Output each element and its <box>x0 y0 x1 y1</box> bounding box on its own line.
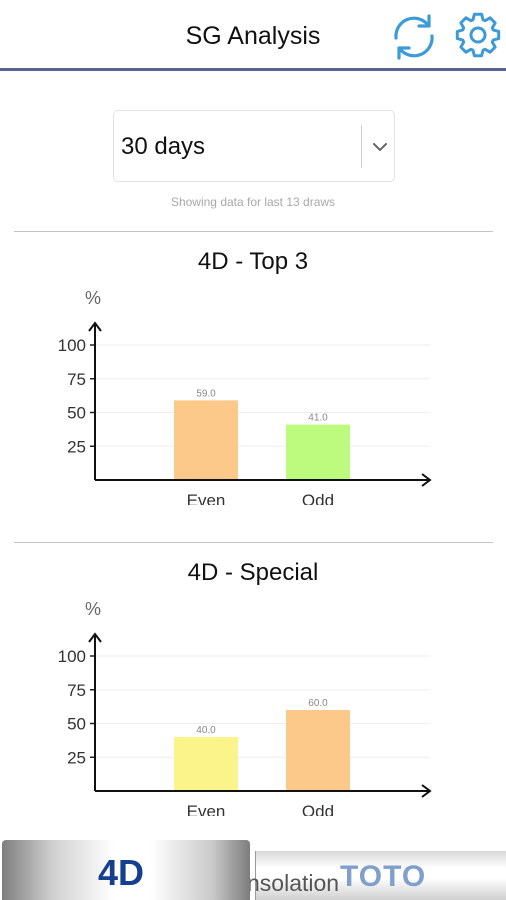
bar-value-label: 40.0 <box>196 725 216 736</box>
y-tick-label: 75 <box>67 370 86 389</box>
chevron-down-icon <box>373 143 387 151</box>
refresh-icon <box>394 14 434 60</box>
refresh-button[interactable] <box>388 11 440 63</box>
x-tick-label: Even <box>187 802 226 816</box>
tab-toto-label: TOTO <box>340 860 427 893</box>
bar-value-label: 60.0 <box>308 698 328 709</box>
y-tick-label: 25 <box>67 748 86 767</box>
page-title: SG Analysis <box>185 22 321 50</box>
section-divider <box>14 231 493 232</box>
tab-4d[interactable]: 4D <box>2 840 250 900</box>
app-header: SG Analysis <box>0 0 506 71</box>
bar-value-label: 59.0 <box>196 388 216 399</box>
special-bar-chart: 25 50 75 100% 40.0 Even 60.0 Odd <box>58 599 432 816</box>
bar-odd <box>286 424 350 480</box>
select-divider <box>361 125 362 168</box>
x-tick-label: Odd <box>302 491 334 505</box>
y-axis-label: % <box>85 288 101 308</box>
y-axis-label: % <box>85 599 101 619</box>
y-tick-label: 75 <box>67 681 86 700</box>
y-tick-label: 100 <box>58 336 86 355</box>
bar-odd <box>286 710 350 791</box>
section-divider <box>14 542 493 543</box>
gear-icon <box>455 12 501 58</box>
x-axis-arrow <box>421 784 432 798</box>
bar-even <box>174 737 238 791</box>
period-select-value: 30 days <box>121 133 206 160</box>
settings-button[interactable] <box>452 9 504 61</box>
top3-bar-chart: 25 50 75 100% 59.0 Even 41.0 Odd <box>58 288 432 505</box>
y-axis-arrow <box>88 632 102 643</box>
x-tick-label: Odd <box>302 802 334 816</box>
y-tick-label: 50 <box>67 715 86 734</box>
draws-hint: Showing data for last 13 draws <box>170 195 336 209</box>
y-tick-label: 50 <box>67 404 86 423</box>
header-divider <box>0 68 506 71</box>
bar-even <box>174 400 238 480</box>
period-select[interactable]: 30 days <box>113 110 395 182</box>
chart-title-special: 4D - Special <box>187 559 319 586</box>
y-tick-label: 25 <box>67 437 86 456</box>
y-tick-label: 100 <box>58 647 86 666</box>
chart-title-top3: 4D - Top 3 <box>197 248 309 275</box>
x-tick-label: Even <box>187 491 226 505</box>
y-axis-arrow <box>88 321 102 332</box>
x-axis-arrow <box>421 473 432 487</box>
bottom-tab-bar: nsolation TOTO 4D <box>0 838 506 900</box>
tab-toto[interactable] <box>255 851 506 900</box>
tab-overlap-text: nsolation <box>247 870 340 896</box>
bar-value-label: 41.0 <box>308 413 328 424</box>
tab-4d-label: 4D <box>98 852 145 893</box>
